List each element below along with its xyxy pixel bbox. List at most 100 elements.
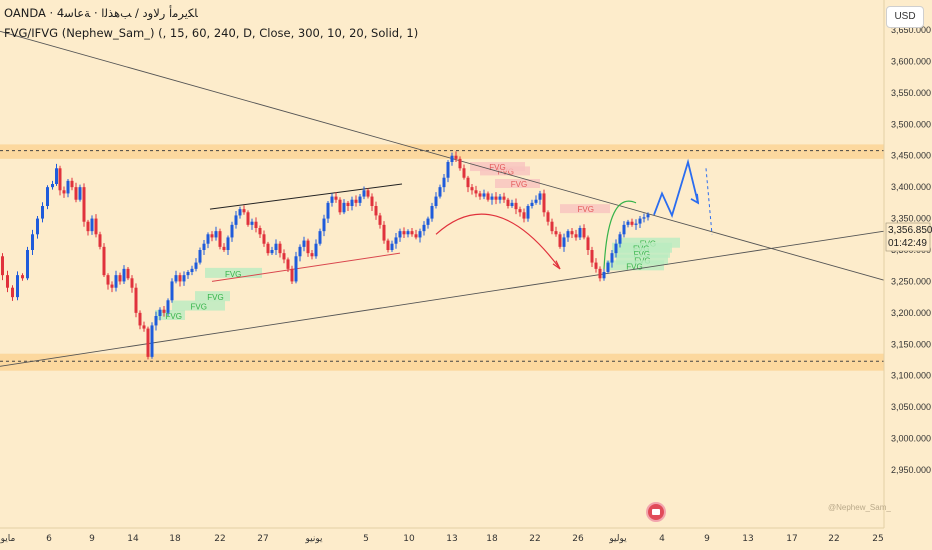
price-tick-label: 3,400.000 bbox=[891, 182, 931, 192]
candle-body bbox=[602, 272, 606, 279]
current-price-box bbox=[885, 222, 931, 252]
price-tick-label: 3,450.000 bbox=[891, 151, 931, 161]
candle-body bbox=[250, 221, 254, 225]
countdown-timer: 01:42:49 bbox=[888, 238, 927, 249]
candle-body bbox=[386, 240, 390, 250]
candle-body bbox=[102, 246, 106, 276]
candle-body bbox=[318, 231, 322, 244]
candle-body bbox=[214, 231, 218, 238]
candle-body bbox=[206, 234, 210, 244]
projection-arrow-head bbox=[690, 193, 700, 205]
author-watermark: @Nephew_Sam_ bbox=[828, 503, 891, 512]
candle-body bbox=[502, 196, 506, 200]
candle-body bbox=[166, 300, 170, 313]
candle-body bbox=[598, 268, 602, 279]
time-tick-label: 18 bbox=[169, 534, 181, 544]
time-tick-label: 26 bbox=[572, 534, 584, 544]
candle-body bbox=[202, 243, 206, 250]
price-tick-label: 2,950.000 bbox=[891, 465, 931, 475]
time-tick-label: يوليو bbox=[608, 534, 627, 544]
candle-body bbox=[582, 228, 586, 238]
fvg-bear-box bbox=[470, 162, 525, 172]
fvg-bull-box bbox=[606, 260, 664, 271]
candle-body bbox=[326, 202, 330, 219]
candle-body bbox=[51, 184, 54, 188]
price-tick-label: 3,200.000 bbox=[891, 308, 931, 318]
us-flag-event-icon[interactable] bbox=[646, 502, 666, 522]
candle-body bbox=[294, 256, 298, 282]
candle-body bbox=[86, 221, 90, 232]
fvg-bull-label: FVG bbox=[191, 303, 207, 312]
candle-body bbox=[470, 187, 474, 191]
candle-body bbox=[26, 250, 29, 279]
symbol-title[interactable]: OANDA · ﺎﻜﻳﺮﻣﺃ ﺭﻻﻭﺩ / ﺐﻫﺬﻟﺍ · ﺔﻋﺎﺳ4 bbox=[4, 6, 198, 20]
candle-body bbox=[286, 259, 290, 269]
price-tick-label: 3,150.000 bbox=[891, 339, 931, 349]
candle-body bbox=[142, 325, 146, 329]
fvg-bull-box bbox=[195, 291, 230, 302]
candle-body bbox=[74, 187, 78, 200]
candle-body bbox=[514, 202, 518, 210]
projection-dashed-path bbox=[705, 168, 713, 235]
candle-body bbox=[66, 180, 70, 194]
indicator-legend[interactable]: FVG/IFVG (Nephew_Sam_) (, 15, 60, 240, D… bbox=[4, 26, 419, 40]
candle-body bbox=[642, 217, 646, 219]
candle-body bbox=[21, 275, 24, 279]
candle-body bbox=[522, 212, 526, 219]
candle-body bbox=[334, 196, 338, 200]
candle-body bbox=[174, 275, 178, 282]
candle-body bbox=[218, 231, 222, 247]
candle-body bbox=[226, 237, 230, 250]
candle-body bbox=[55, 168, 58, 184]
candle-body bbox=[454, 155, 458, 159]
candle-body bbox=[314, 243, 318, 257]
fvg-bear-label: FVG bbox=[489, 163, 505, 172]
support-zone bbox=[0, 353, 884, 371]
price-tick-label: 3,250.000 bbox=[891, 276, 931, 286]
candle-body bbox=[606, 262, 610, 272]
candle-body bbox=[458, 158, 462, 169]
candle-body bbox=[246, 212, 250, 225]
time-tick-label: يونيو bbox=[304, 534, 323, 544]
candle-body bbox=[466, 177, 470, 188]
candle-body bbox=[154, 316, 158, 326]
fvg-bull-box bbox=[205, 267, 262, 278]
candle-body bbox=[270, 250, 274, 254]
bullish-curve-arrow bbox=[603, 200, 637, 269]
candle-body bbox=[238, 209, 242, 216]
price-tick-label: 3,650.000 bbox=[891, 25, 931, 35]
price-tick-label: 3,050.000 bbox=[891, 402, 931, 412]
candle-body bbox=[126, 268, 130, 279]
fvg-bear-box bbox=[495, 179, 540, 188]
candle-body bbox=[358, 196, 362, 203]
candle-body bbox=[382, 224, 386, 241]
candle-body bbox=[354, 199, 358, 203]
candle-body bbox=[98, 234, 102, 247]
candle-body bbox=[182, 275, 186, 282]
candle-body bbox=[234, 215, 238, 225]
candle-body bbox=[546, 212, 550, 222]
candle-body bbox=[450, 155, 454, 162]
candle-body bbox=[430, 206, 434, 219]
candle-body bbox=[394, 237, 398, 244]
candle-body bbox=[70, 180, 74, 188]
projection-path bbox=[653, 158, 699, 218]
candle-body bbox=[442, 177, 446, 188]
candle-body bbox=[542, 193, 546, 213]
currency-button[interactable]: USD bbox=[886, 6, 924, 28]
price-tick-label: 3,550.000 bbox=[891, 88, 931, 98]
candle-body bbox=[646, 214, 650, 218]
time-tick-label: مايو bbox=[0, 534, 16, 544]
candle-body bbox=[618, 234, 622, 244]
candle-body bbox=[282, 253, 286, 260]
candle-body bbox=[402, 231, 406, 235]
time-tick-label: 13 bbox=[742, 534, 753, 544]
candle-body bbox=[570, 231, 574, 235]
fvg-bear-label: FVG bbox=[511, 180, 527, 189]
trendline-desc bbox=[0, 30, 885, 281]
candle-body bbox=[574, 234, 578, 238]
candle-body bbox=[222, 246, 226, 250]
candle-body bbox=[1, 256, 4, 276]
candle-body bbox=[474, 190, 478, 194]
